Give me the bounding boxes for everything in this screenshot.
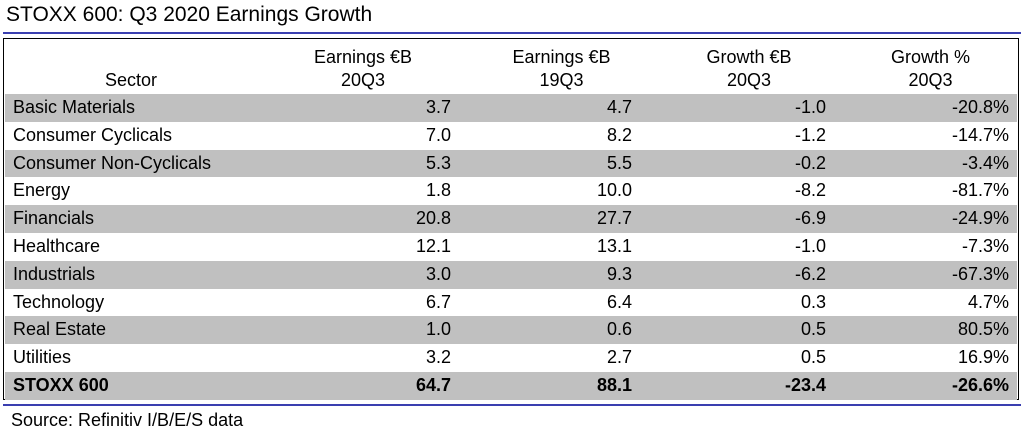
table-body: Basic Materials 3.7 4.7 -1.0 -20.8% Consumer … [5,94,1017,400]
table-row: Basic Materials 3.7 4.7 -1.0 -20.8% [5,94,1017,122]
header-earnings-19q3: Earnings €B 19Q3 [469,40,654,94]
growth-pct-cell: -20.8% [844,94,1017,122]
top-rule [3,32,1021,34]
earnings-19q3-cell: 4.7 [469,94,654,122]
earnings-20q3-cell: 6.7 [425,291,451,312]
earnings-20q3-cell: 20.8 [257,205,469,233]
earnings-20q3-cell: 1.8 [425,180,451,201]
table-title: STOXX 600: Q3 2020 Earnings Growth [6,3,373,26]
growth-eur-cell: 0.5 [800,347,826,368]
earnings-table: Sector Earnings €B 20Q3 Earnings €B 19Q3… [5,40,1017,400]
earnings-20q3-cell: 12.1 [415,235,451,256]
sector-cell: Industrials [5,260,257,289]
header-growth-eur-line2: 20Q3 [726,70,772,90]
earnings-20q3-cell: 7.0 [425,124,451,145]
earnings-19q3-cell: 6.4 [606,291,632,312]
table-row: Industrials 3.0 9.3 -6.2 -67.3% [5,260,1017,289]
earnings-19q3-cell: 9.3 [469,260,654,289]
header-earnings-20q3-line1: Earnings €B [313,47,413,67]
earnings-19q3-cell: 8.2 [606,124,632,145]
growth-eur-cell: -23.4 [654,371,844,400]
growth-pct-cell: -7.3% [961,235,1009,256]
earnings-20q3-cell: 1.0 [257,316,469,345]
growth-pct-cell: -3.4% [844,149,1017,178]
header-earnings-20q3: Earnings €B 20Q3 [257,40,469,94]
table-row: Healthcare 12.1 13.1 -1.0 -7.3% [5,233,1017,261]
sector-cell: Consumer Non-Cyclicals [5,149,257,178]
sector-cell: Consumer Cyclicals [13,124,173,145]
sector-cell: Real Estate [5,316,257,345]
sector-cell: Healthcare [13,235,101,256]
earnings-20q3-cell: 5.3 [257,149,469,178]
growth-eur-cell: -6.2 [654,260,844,289]
sector-cell: Basic Materials [5,94,257,122]
growth-pct-cell: -26.6% [844,371,1017,400]
table-row: Consumer Cyclicals 7.0 8.2 -1.2 -14.7% [5,122,1017,150]
growth-pct-cell: -24.9% [844,205,1017,233]
growth-eur-cell: -6.9 [654,205,844,233]
growth-pct-cell: -81.7% [951,180,1009,201]
header-row: Sector Earnings €B 20Q3 Earnings €B 19Q3… [5,40,1017,94]
header-growth-eur: Growth €B 20Q3 [654,40,844,94]
earnings-19q3-cell: 88.1 [469,371,654,400]
growth-pct-cell: 4.7% [967,291,1009,312]
header-growth-eur-line1: Growth €B [706,47,792,67]
table-row: Technology 6.7 6.4 0.3 4.7% [5,289,1017,317]
growth-pct-cell: -67.3% [844,260,1017,289]
earnings-19q3-cell: 5.5 [469,149,654,178]
source-note: Source: Refinitiv I/B/E/S data [11,410,244,430]
earnings-19q3-cell: 2.7 [606,347,632,368]
header-earnings-19q3-line1: Earnings €B [512,47,611,67]
table-row: Real Estate 1.0 0.6 0.5 80.5% [5,316,1017,345]
bottom-rule [3,404,1021,406]
growth-pct-cell: -14.7% [951,124,1009,145]
earnings-19q3-cell: 13.1 [596,235,632,256]
growth-eur-cell: -1.2 [794,124,826,145]
sector-cell: Energy [13,180,71,201]
header-sector-line2: Sector [104,70,158,90]
growth-eur-cell: 0.5 [654,316,844,345]
growth-eur-cell: -8.2 [794,180,826,201]
growth-pct-cell: 80.5% [844,316,1017,345]
table-row: Consumer Non-Cyclicals 5.3 5.5 -0.2 -3.4% [5,149,1017,178]
table-header: Sector Earnings €B 20Q3 Earnings €B 19Q3… [5,40,1017,94]
earnings-20q3-cell: 64.7 [257,371,469,400]
earnings-19q3-cell: 10.0 [596,180,632,201]
growth-eur-cell: -0.2 [654,149,844,178]
growth-eur-cell: -1.0 [794,235,826,256]
sector-cell: STOXX 600 [5,371,257,400]
growth-eur-cell: 0.3 [800,291,826,312]
growth-pct-cell: 16.9% [957,347,1009,368]
sector-cell: Technology [13,291,105,312]
header-growth-pct-line1: Growth % [890,47,971,67]
table-row: Energy 1.8 10.0 -8.2 -81.7% [5,177,1017,205]
header-earnings-19q3-line2: 19Q3 [539,70,584,90]
total-row: STOXX 600 64.7 88.1 -23.4 -26.6% [5,371,1017,400]
header-growth-pct: Growth % 20Q3 [844,40,1017,94]
header-earnings-20q3-line2: 20Q3 [340,70,386,90]
table-row: Utilities 3.2 2.7 0.5 16.9% [5,344,1017,372]
earnings-20q3-cell: 3.0 [257,260,469,289]
header-sector: Sector [5,40,257,94]
earnings-20q3-cell: 3.7 [257,94,469,122]
growth-eur-cell: -1.0 [654,94,844,122]
sector-cell: Utilities [13,347,72,368]
earnings-19q3-cell: 27.7 [469,205,654,233]
header-growth-pct-line2: 20Q3 [908,70,953,90]
sector-cell: Financials [5,205,257,233]
earnings-19q3-cell: 0.6 [469,316,654,345]
table-row: Financials 20.8 27.7 -6.9 -24.9% [5,205,1017,233]
earnings-20q3-cell: 3.2 [425,347,451,368]
